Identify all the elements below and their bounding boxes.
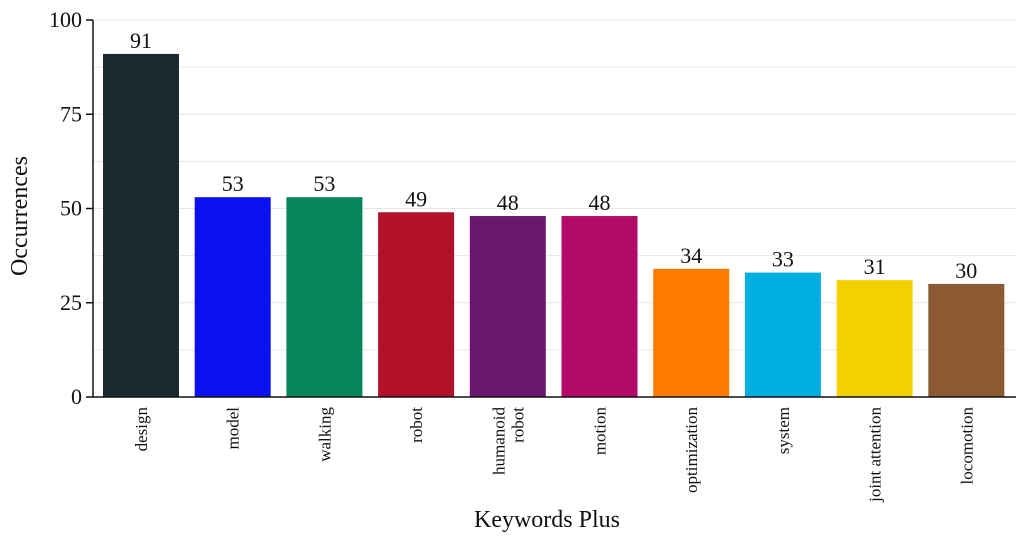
bar (194, 197, 271, 397)
bar (561, 216, 638, 397)
value-label: 48 (497, 190, 519, 215)
category-label: humanoidrobot (489, 407, 527, 475)
value-label: 53 (313, 171, 335, 196)
x-axis-title: Keywords Plus (474, 507, 620, 533)
category-label: robot (407, 407, 426, 443)
category-label: system (774, 407, 793, 454)
value-label: 48 (589, 190, 611, 215)
value-label: 33 (772, 247, 794, 272)
bar (928, 283, 1005, 397)
category-label: joint attention (866, 407, 885, 503)
category-label: walking (315, 407, 334, 462)
category-label: locomotion (957, 407, 976, 485)
value-label: 30 (955, 258, 977, 283)
value-label: 53 (222, 171, 244, 196)
y-tick-label: 0 (71, 384, 82, 409)
category-label: optimization (682, 407, 701, 493)
value-label: 91 (130, 28, 152, 53)
bar (103, 53, 179, 398)
value-label: 34 (680, 243, 702, 268)
category-label: motion (591, 407, 610, 456)
value-label: 49 (405, 186, 427, 211)
y-tick-label: 25 (60, 290, 82, 315)
category-label: design (132, 407, 151, 452)
y-tick-label: 100 (49, 7, 82, 32)
bar (469, 216, 546, 397)
y-tick-label: 50 (60, 196, 82, 221)
bar (836, 280, 913, 397)
y-axis-title: Occurrences (7, 156, 33, 276)
category-labels: design model walking robot humanoidrobot moti… (132, 407, 976, 503)
y-tick-label: 75 (60, 101, 82, 126)
bar (744, 272, 821, 397)
value-label: 31 (864, 254, 886, 279)
y-tick-labels: 0 25 50 75 100 (49, 7, 93, 409)
category-label: model (224, 407, 243, 450)
bar (653, 268, 730, 397)
bars (103, 53, 1005, 398)
bar (378, 212, 455, 397)
bar (286, 197, 363, 397)
value-labels: 91 53 53 49 48 48 34 33 31 30 (130, 28, 977, 283)
